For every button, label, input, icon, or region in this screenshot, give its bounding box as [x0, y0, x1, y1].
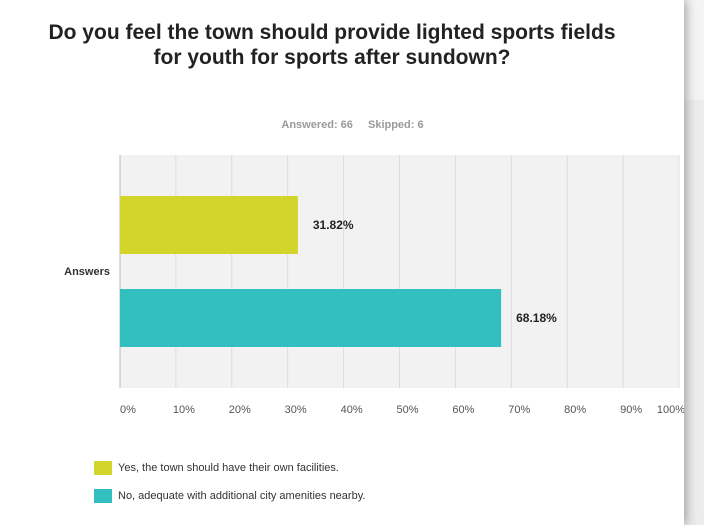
skipped-count: Skipped: 6: [367, 119, 424, 131]
x-tick-label: 30%: [285, 404, 307, 416]
legend: Yes, the town should have their own faci…: [94, 460, 365, 516]
bar-chart: 31.82% 68.18% 0% 10% 20% 30% 40% 50% 60% 70% 80% 9…: [64, 155, 684, 416]
answered-count: Answered: 66: [281, 119, 353, 131]
x-tick-label: 90%: [620, 404, 642, 416]
x-tick-label: 50%: [396, 404, 418, 416]
x-tick-label: 100%: [657, 404, 684, 416]
legend-item-no: No, adequate with additional city amenit…: [94, 488, 365, 504]
x-tick-label: 10%: [173, 404, 195, 416]
x-tick-label: 80%: [564, 404, 586, 416]
x-tick-label: 0%: [120, 404, 136, 416]
legend-label-yes: Yes, the town should have their own faci…: [118, 462, 339, 474]
legend-swatch-yes: [94, 461, 112, 475]
x-axis-ticks: 0% 10% 20% 30% 40% 50% 60% 70% 80% 90% 100%: [120, 404, 684, 416]
legend-item-yes: Yes, the town should have their own faci…: [94, 460, 365, 476]
x-tick-label: 60%: [452, 404, 474, 416]
x-tick-label: 40%: [341, 404, 363, 416]
response-stats: Answered: 66 Skipped: 6: [120, 119, 585, 131]
x-tick-label: 20%: [229, 404, 251, 416]
category-label: Answers: [64, 266, 110, 278]
question-title: Do you feel the town should provide ligh…: [48, 21, 616, 69]
legend-swatch-no: [94, 489, 112, 503]
bars: 31.82% 68.18%: [120, 196, 557, 347]
bar-yes: [120, 196, 298, 254]
x-tick-label: 70%: [508, 404, 530, 416]
bar-no: [120, 289, 502, 347]
legend-label-no: No, adequate with additional city amenit…: [118, 490, 366, 502]
grid-lines: [119, 155, 680, 388]
chart-card: Do you feel the town should provide ligh…: [0, 0, 684, 525]
data-label-no: 68.18%: [516, 311, 557, 325]
data-label-yes: 31.82%: [313, 218, 354, 232]
